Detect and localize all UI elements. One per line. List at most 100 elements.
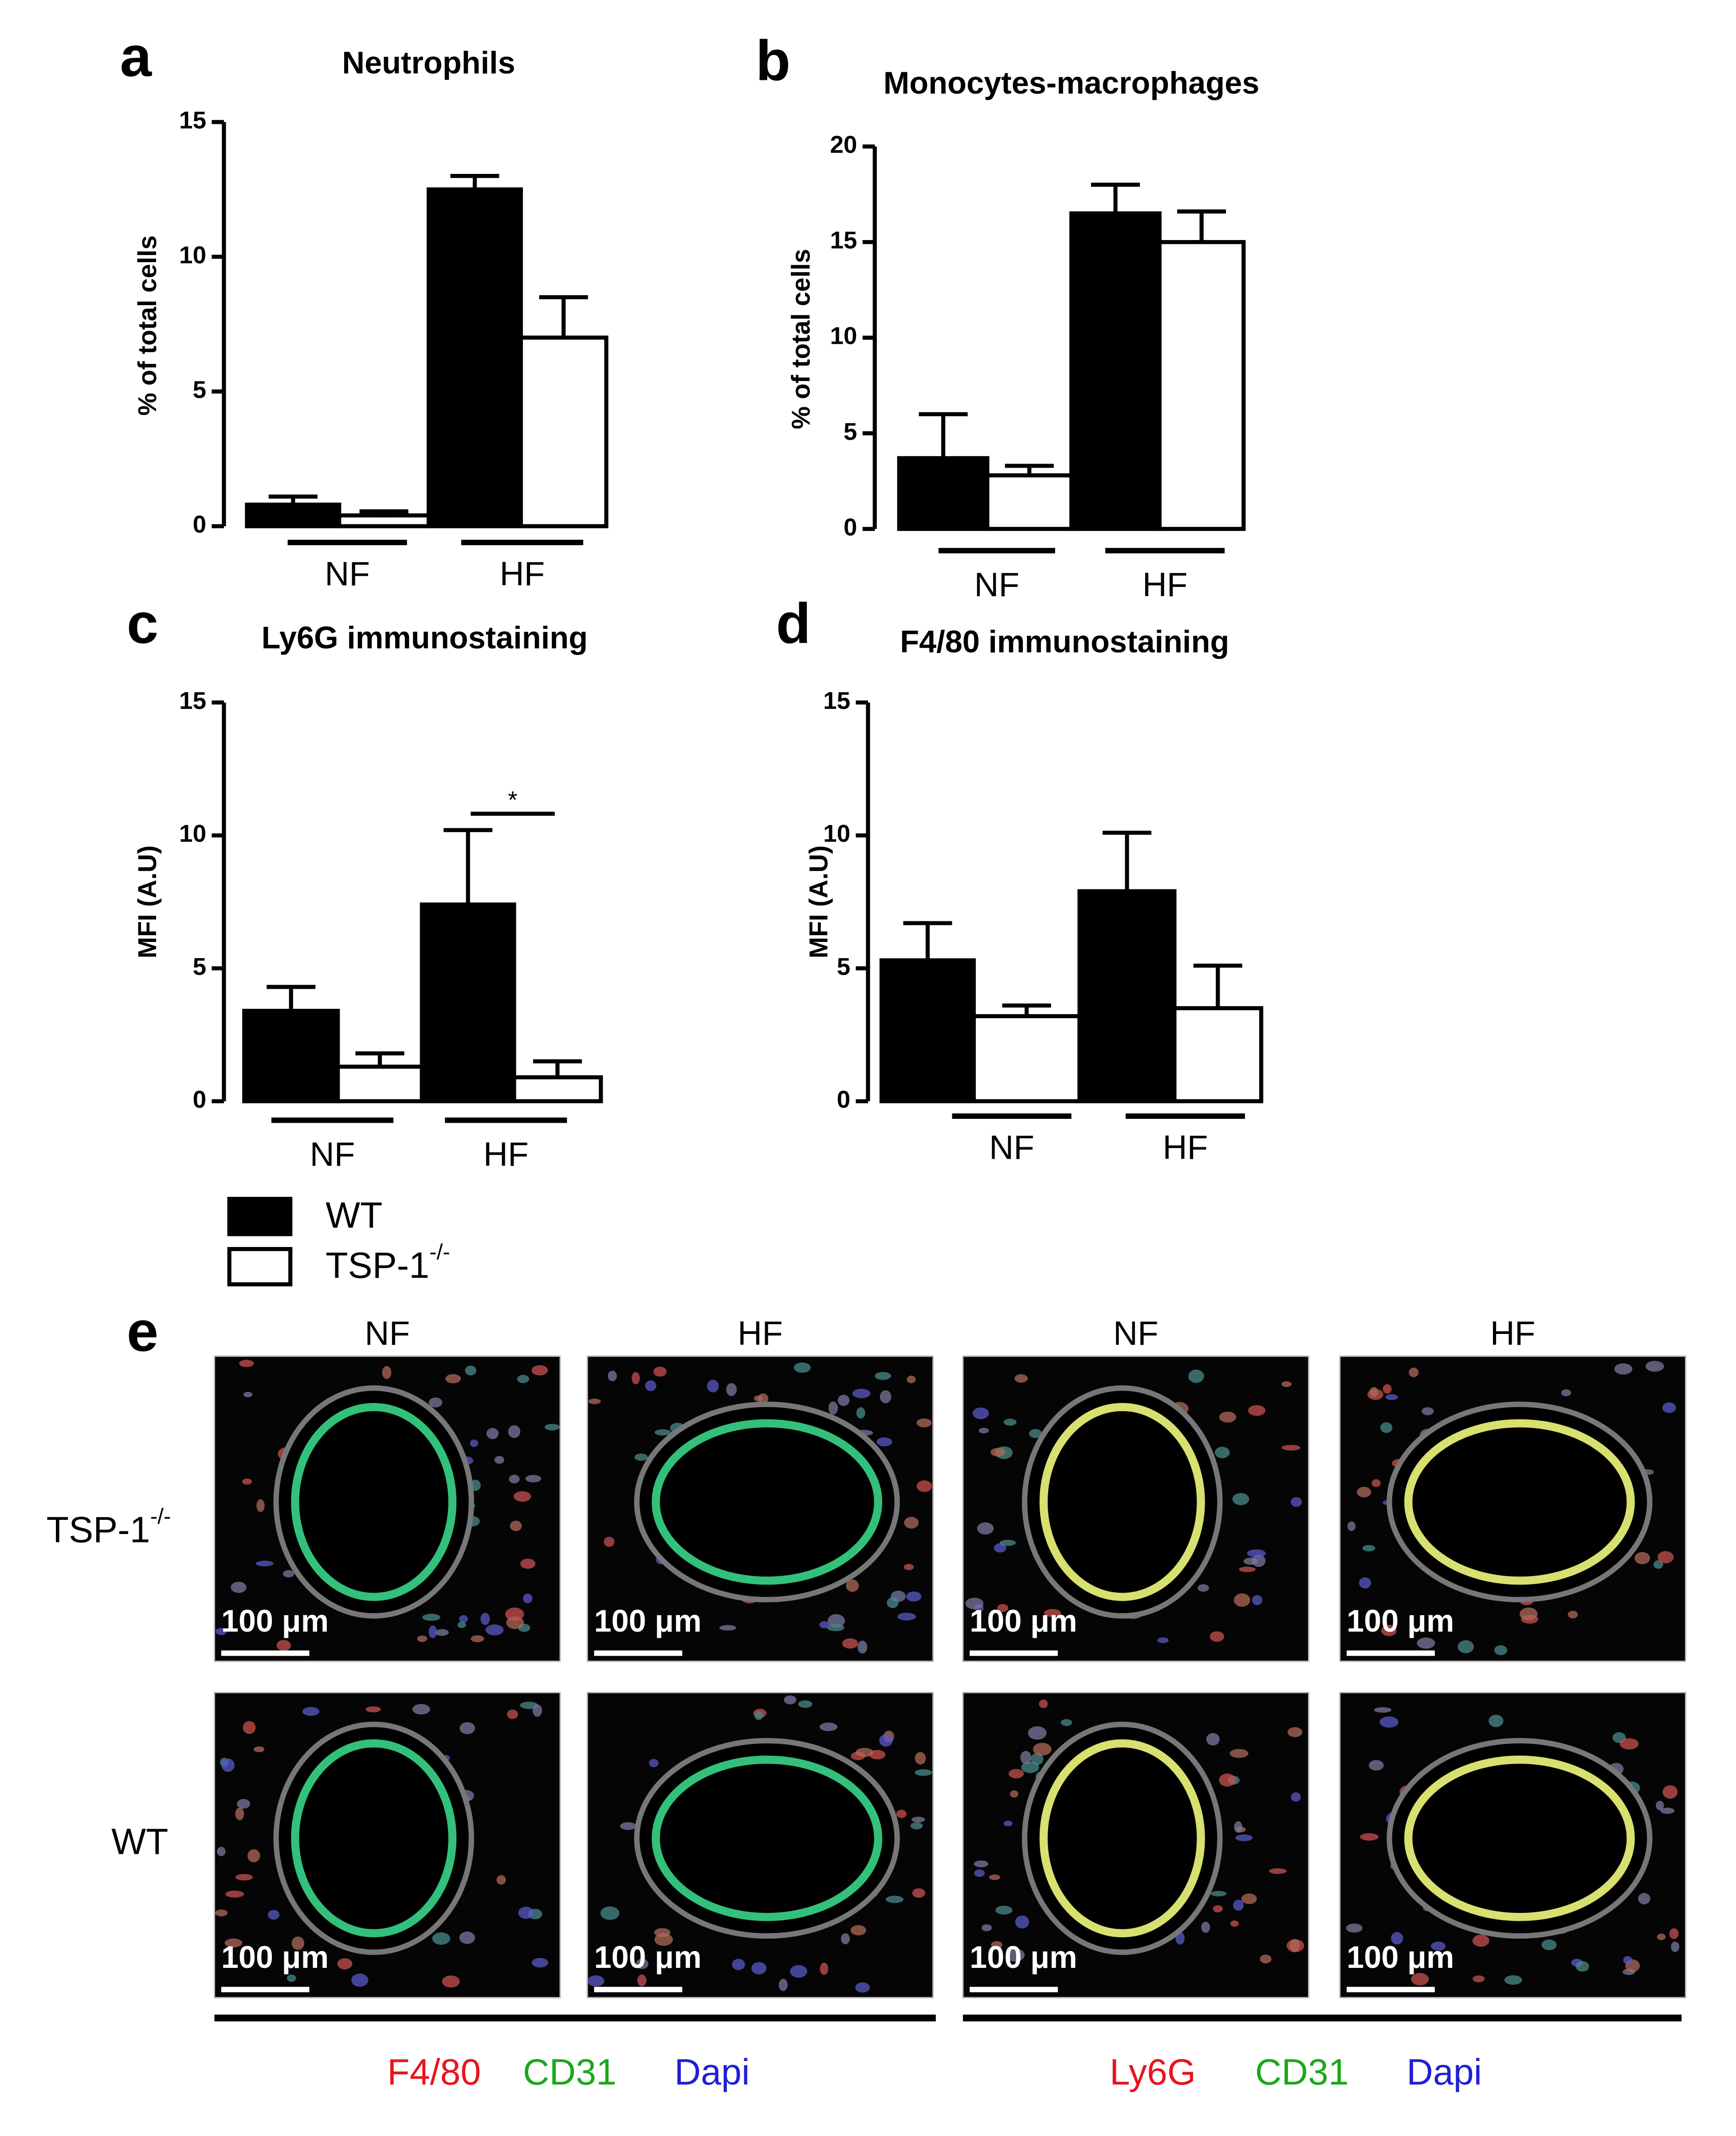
cell xyxy=(1234,1821,1242,1833)
y-tick-label: 5 xyxy=(193,952,207,980)
cell xyxy=(1020,1750,1032,1764)
cell xyxy=(302,1707,320,1716)
cell xyxy=(276,1640,291,1651)
cell xyxy=(1374,1707,1392,1713)
cell xyxy=(465,1365,476,1376)
significance-label: * xyxy=(508,786,517,813)
cell xyxy=(1029,1429,1042,1438)
cell xyxy=(856,1407,865,1419)
scale-bar-label: 100 μm xyxy=(970,1603,1077,1638)
cell xyxy=(1660,1807,1675,1814)
cell xyxy=(1214,1447,1230,1459)
cell xyxy=(1235,1834,1253,1841)
y-axis-label: % of total cells xyxy=(133,235,162,416)
cell xyxy=(531,1365,548,1376)
cell xyxy=(1657,1551,1674,1564)
cell xyxy=(1028,1726,1047,1740)
cell xyxy=(337,1958,353,1970)
bar xyxy=(512,1075,603,1103)
x-tick-label: NF xyxy=(325,555,370,593)
stain-label: CD31 xyxy=(1255,2052,1349,2093)
cell xyxy=(916,1480,932,1492)
cell xyxy=(897,1613,916,1621)
scale-bar-label: 100 μm xyxy=(1347,1939,1454,1975)
cell xyxy=(525,1475,542,1483)
cell xyxy=(1357,1487,1371,1498)
cell xyxy=(707,1380,719,1393)
cell xyxy=(428,1397,443,1408)
cell xyxy=(1383,1384,1392,1394)
cell xyxy=(820,1962,829,1975)
panel-letter: e xyxy=(127,1300,158,1363)
bar xyxy=(897,456,990,531)
cell xyxy=(1039,1699,1048,1708)
cell xyxy=(846,1579,859,1592)
cell xyxy=(978,1428,989,1434)
x-tick-label: NF xyxy=(310,1136,355,1173)
cell xyxy=(916,1418,932,1428)
cell xyxy=(1031,1753,1044,1765)
cell xyxy=(1359,1577,1371,1589)
superscript: -/- xyxy=(150,1504,171,1529)
cell xyxy=(1362,1545,1375,1552)
cell xyxy=(217,1847,226,1857)
cell xyxy=(910,1822,923,1829)
cell xyxy=(1232,1493,1249,1506)
cell xyxy=(1287,1727,1303,1737)
vessel-lumen xyxy=(652,1419,883,1585)
y-tick-label: 15 xyxy=(179,106,206,134)
cell xyxy=(1422,1407,1434,1416)
cell xyxy=(1198,1584,1209,1592)
cell xyxy=(1291,1497,1302,1507)
vessel-lumen xyxy=(1039,1403,1205,1601)
cell xyxy=(1252,1595,1263,1605)
cell xyxy=(1417,1637,1435,1649)
cell xyxy=(885,1896,904,1903)
cell xyxy=(1614,1363,1633,1375)
panel-letter: d xyxy=(776,592,811,655)
cell xyxy=(471,1635,484,1642)
label-text: TSP-1 xyxy=(47,1509,150,1550)
cell xyxy=(459,1615,468,1623)
cell xyxy=(1409,1367,1419,1377)
cell xyxy=(828,1401,838,1415)
cell xyxy=(1575,1961,1589,1972)
cell xyxy=(636,1959,648,1969)
cell xyxy=(620,1822,636,1830)
cell xyxy=(842,1638,858,1649)
cell xyxy=(1541,1939,1557,1951)
cell xyxy=(719,1625,736,1631)
scale-bar-label: 100 μm xyxy=(970,1939,1077,1975)
cell xyxy=(784,1695,797,1704)
vessel-lumen xyxy=(1404,1755,1635,1921)
cell xyxy=(351,1973,369,1987)
cell xyxy=(1247,1549,1266,1558)
cell xyxy=(517,1375,530,1383)
cell xyxy=(793,1362,811,1373)
cell xyxy=(531,1958,549,1968)
cell xyxy=(1623,1956,1632,1964)
cell xyxy=(1281,1381,1292,1387)
y-tick-label: 15 xyxy=(179,687,206,714)
x-tick-label: HF xyxy=(499,555,545,593)
label: TSP-1-/- xyxy=(326,1239,450,1286)
bar xyxy=(518,335,609,528)
cell xyxy=(600,1906,620,1920)
legend-swatch xyxy=(227,1247,293,1286)
cell xyxy=(1033,1743,1052,1756)
cell xyxy=(480,1613,490,1625)
column-label: NF xyxy=(1113,1314,1159,1352)
cell xyxy=(997,1604,1009,1612)
x-tick-label: HF xyxy=(483,1136,529,1173)
cell xyxy=(242,1478,252,1485)
cell xyxy=(417,1635,428,1642)
stain-label: CD31 xyxy=(523,2052,617,2093)
cell xyxy=(965,1597,984,1609)
cell xyxy=(841,1933,850,1944)
cell xyxy=(1014,1374,1028,1383)
legend-swatch xyxy=(227,1196,293,1236)
cell xyxy=(1657,1933,1666,1940)
cell xyxy=(634,1453,648,1461)
cell xyxy=(1015,1915,1029,1929)
